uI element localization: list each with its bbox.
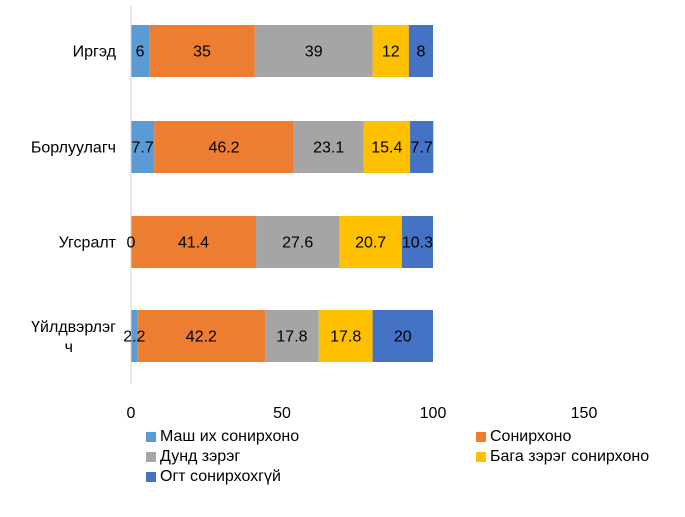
legend-swatch bbox=[146, 432, 156, 442]
legend-swatch bbox=[146, 452, 156, 462]
bar-segment bbox=[131, 121, 155, 173]
bar-segment bbox=[131, 25, 150, 77]
data-label: 15.4 bbox=[371, 140, 402, 157]
bar-segment bbox=[372, 25, 409, 77]
bar-segment bbox=[154, 121, 294, 173]
data-label: 20 bbox=[394, 329, 412, 346]
x-tick-label: 150 bbox=[571, 405, 598, 422]
bar-segment bbox=[401, 216, 433, 268]
category-label: Иргэд bbox=[73, 44, 117, 61]
bar-segment bbox=[318, 310, 373, 362]
data-label: 27.6 bbox=[282, 235, 313, 252]
legend-item: Сонирхоно bbox=[476, 428, 666, 446]
data-label: 46.2 bbox=[208, 140, 239, 157]
category-labels: Иргэд Борлуулагч Угсралт Үйлдвэрлэг ч bbox=[31, 44, 117, 357]
category-label: Борлуулагч bbox=[31, 140, 116, 157]
legend: Маш их сонирхоно Сонирхоно Дунд зэрэг Бага … bbox=[146, 428, 666, 486]
legend-label: Огт сонирхохгүй bbox=[160, 468, 281, 485]
legend-swatch bbox=[146, 472, 156, 482]
data-label: 7.7 bbox=[132, 140, 154, 157]
data-label: 35 bbox=[193, 44, 211, 61]
bar-segment bbox=[410, 121, 434, 173]
data-label: 20.7 bbox=[355, 235, 386, 252]
legend-label: Бага зэрэг сонирхоно bbox=[490, 448, 650, 465]
x-tick-label: 100 bbox=[420, 405, 447, 422]
x-tick-label: 50 bbox=[273, 405, 291, 422]
data-label: 12 bbox=[382, 44, 400, 61]
bar-segment bbox=[339, 216, 402, 268]
bar-segment bbox=[408, 25, 433, 77]
data-label: 42.2 bbox=[186, 329, 217, 346]
data-label: 8 bbox=[416, 44, 425, 61]
bar-segment bbox=[372, 310, 433, 362]
bar-segment bbox=[363, 121, 411, 173]
bar-segment bbox=[131, 310, 138, 362]
data-label: 41.4 bbox=[178, 235, 209, 252]
labels-layer: 6 35 39 12 8 7.7 46.2 23.1 15.4 7.7 0 41.4 27.6 20.7 1… bbox=[123, 44, 433, 346]
legend-swatch bbox=[476, 452, 486, 462]
legend-item: Дунд зэрэг bbox=[146, 448, 476, 466]
bar-segment bbox=[131, 216, 257, 268]
legend-label: Маш их сонирхоно bbox=[160, 428, 300, 445]
bar-segment bbox=[293, 121, 364, 173]
data-label: 6 bbox=[136, 44, 145, 61]
data-label: 2.2 bbox=[123, 329, 145, 346]
data-label: 0 bbox=[127, 235, 136, 252]
bar-segment bbox=[149, 25, 255, 77]
legend-label: Дунд зэрэг bbox=[160, 448, 241, 465]
data-label: 23.1 bbox=[313, 140, 344, 157]
legend-item: Маш их сонирхоно bbox=[146, 428, 476, 446]
data-label: 17.8 bbox=[276, 329, 307, 346]
bars-layer bbox=[131, 25, 434, 362]
legend-swatch bbox=[476, 432, 486, 442]
x-tick-label: 0 bbox=[127, 405, 136, 422]
data-label: 10.3 bbox=[402, 235, 433, 252]
data-label: 17.8 bbox=[330, 329, 361, 346]
category-label: Угсралт bbox=[59, 235, 117, 252]
legend-label: Сонирхоно bbox=[490, 428, 572, 445]
bar-segment bbox=[254, 25, 373, 77]
bar-segment bbox=[137, 310, 266, 362]
bar-segment bbox=[265, 310, 319, 362]
data-label: 39 bbox=[305, 44, 323, 61]
bar-segment bbox=[256, 216, 340, 268]
x-axis-ticks: 0 50 100 150 bbox=[127, 405, 598, 422]
category-label: Үйлдвэрлэг ч bbox=[31, 319, 116, 356]
data-label: 7.7 bbox=[411, 140, 433, 157]
legend-item: Огт сонирхохгүй bbox=[146, 468, 476, 486]
legend-item: Бага зэрэг сонирхоно bbox=[476, 448, 666, 466]
